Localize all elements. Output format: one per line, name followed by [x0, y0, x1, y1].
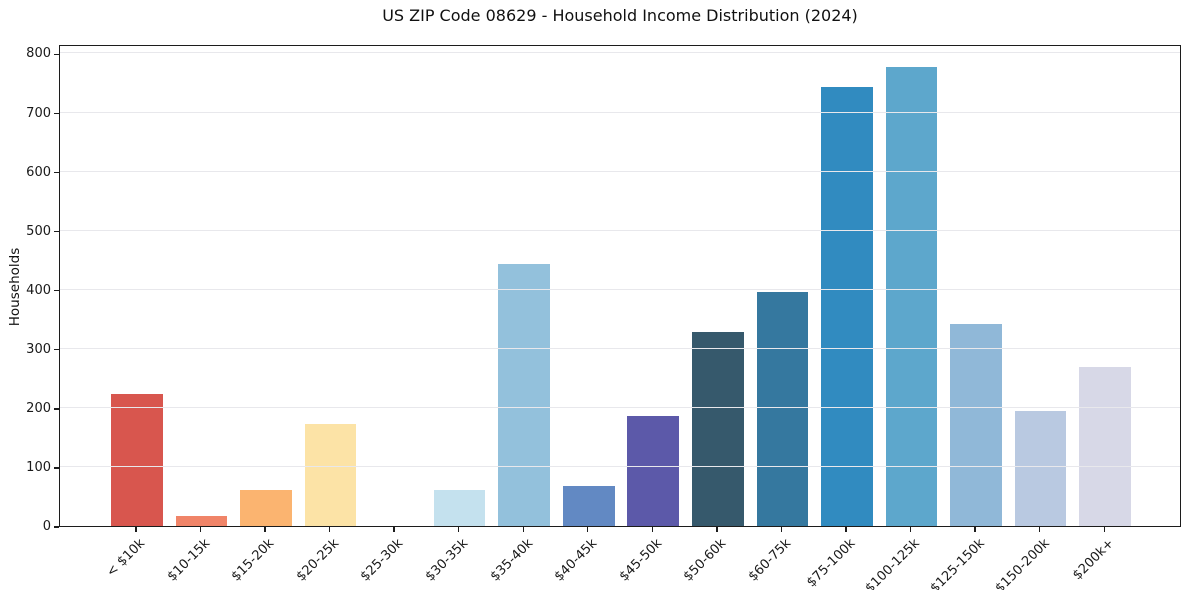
bar — [756, 292, 809, 526]
gridline — [60, 170, 1180, 172]
x-tick-mark — [264, 527, 266, 532]
gridline — [60, 406, 1180, 408]
plot-area — [59, 45, 1181, 527]
x-tick-label: $20-25k — [293, 536, 343, 585]
y-tick-label: 600 — [26, 164, 51, 180]
y-tick-mark — [54, 408, 59, 410]
chart-title: US ZIP Code 08629 - Household Income Dis… — [382, 6, 858, 25]
x-tick-label: $125-150k — [927, 536, 988, 590]
y-tick-mark — [54, 112, 59, 115]
x-tick-label: $75-100k — [804, 536, 859, 590]
bar — [562, 485, 615, 526]
bar — [1079, 367, 1131, 526]
x-tick-label: $10-15k — [164, 536, 213, 585]
x-tick-mark — [909, 527, 912, 532]
x-tick-mark — [1039, 527, 1041, 532]
x-tick-mark — [587, 527, 589, 532]
y-tick-label: 500 — [26, 223, 51, 239]
y-tick-label: 300 — [26, 341, 51, 357]
x-tick-label: $200k+ — [1069, 536, 1117, 584]
x-tick-label: < $10k — [104, 536, 149, 581]
x-tick-mark — [199, 527, 202, 532]
bar — [821, 87, 873, 526]
y-tick-mark — [54, 171, 59, 174]
x-tick-mark — [651, 527, 653, 532]
x-tick-label: $40-45k — [551, 536, 601, 585]
bar — [498, 263, 550, 526]
y-tick-mark — [54, 53, 59, 56]
bar — [1014, 410, 1067, 526]
x-tick-label: $30-35k — [422, 536, 472, 585]
bar — [433, 489, 486, 526]
x-tick-label: $45-50k — [616, 536, 665, 585]
y-tick-label: 100 — [26, 459, 51, 475]
x-tick-label: $25-30k — [358, 536, 407, 585]
x-tick-mark — [135, 527, 137, 532]
y-tick-label: 0 — [42, 519, 51, 534]
y-tick-mark — [54, 290, 59, 292]
gridline — [60, 347, 1180, 349]
bar — [304, 424, 357, 526]
x-tick-mark — [522, 527, 524, 532]
x-tick-mark — [974, 527, 976, 532]
bar — [627, 415, 680, 526]
y-tick-mark — [54, 349, 59, 351]
y-tick-mark — [54, 231, 59, 233]
y-tick-mark — [54, 467, 59, 469]
x-tick-mark — [716, 527, 718, 532]
x-tick-label: $35-40k — [487, 536, 536, 585]
x-tick-label: $150-200k — [992, 536, 1053, 590]
gridline — [60, 288, 1180, 290]
x-tick-mark — [458, 527, 460, 532]
x-tick-label: $60-75k — [745, 536, 795, 585]
bar — [175, 515, 228, 526]
x-tick-mark — [1103, 527, 1105, 532]
x-tick-mark — [845, 527, 847, 532]
x-tick-label: $50-60k — [680, 536, 730, 585]
y-tick-mark — [54, 526, 59, 528]
y-tick-label: 400 — [26, 282, 51, 298]
bar — [111, 393, 163, 526]
gridline — [60, 229, 1180, 231]
x-tick-mark — [393, 527, 395, 532]
gridline — [60, 465, 1180, 467]
y-tick-label: 200 — [26, 400, 51, 416]
gridline — [60, 52, 1180, 54]
y-tick-label: 700 — [26, 105, 51, 121]
gridline — [60, 111, 1180, 113]
y-tick-label: 800 — [26, 46, 51, 62]
bar — [950, 324, 1002, 526]
x-tick-mark — [780, 527, 783, 532]
x-tick-label: $15-20k — [229, 536, 278, 585]
x-tick-mark — [328, 527, 331, 532]
bar — [692, 331, 744, 526]
x-tick-label: $100-125k — [862, 536, 924, 590]
bar — [885, 67, 938, 526]
bar — [240, 489, 292, 526]
